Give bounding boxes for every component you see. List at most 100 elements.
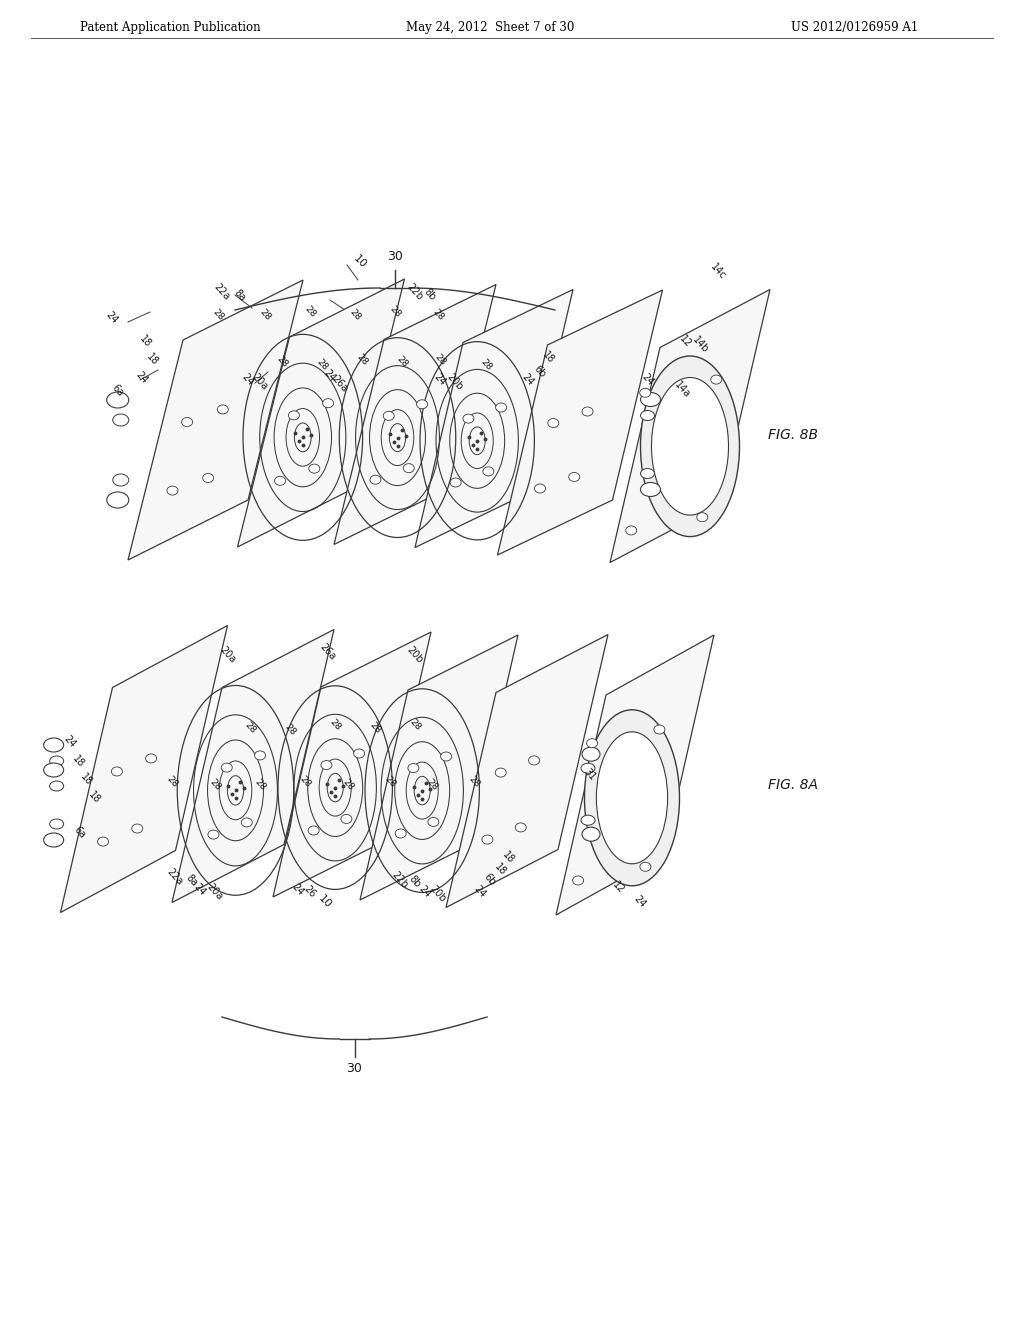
Text: 18: 18: [71, 754, 86, 770]
Ellipse shape: [568, 473, 580, 482]
Ellipse shape: [654, 725, 665, 734]
Polygon shape: [128, 280, 303, 560]
Text: 26a: 26a: [318, 642, 338, 663]
Ellipse shape: [626, 525, 637, 535]
Ellipse shape: [323, 399, 334, 408]
Ellipse shape: [221, 763, 232, 772]
Ellipse shape: [640, 862, 651, 871]
Text: 28: 28: [341, 777, 355, 792]
Text: 28: 28: [467, 775, 481, 789]
Ellipse shape: [242, 818, 252, 826]
Polygon shape: [446, 635, 608, 908]
Ellipse shape: [696, 512, 708, 521]
Text: May 24, 2012  Sheet 7 of 30: May 24, 2012 Sheet 7 of 30: [406, 21, 574, 33]
Text: 14a: 14a: [672, 380, 692, 400]
Text: 28: 28: [208, 777, 222, 792]
Ellipse shape: [274, 477, 286, 486]
Ellipse shape: [321, 760, 332, 770]
Ellipse shape: [203, 474, 214, 483]
Ellipse shape: [640, 388, 650, 397]
Ellipse shape: [370, 475, 381, 484]
Text: 28: 28: [425, 777, 439, 792]
Ellipse shape: [403, 463, 415, 473]
Ellipse shape: [341, 814, 352, 824]
Ellipse shape: [208, 830, 219, 840]
Text: 28: 28: [303, 305, 317, 319]
Text: 28: 28: [298, 775, 312, 789]
Text: 30: 30: [346, 1063, 361, 1074]
Ellipse shape: [97, 837, 109, 846]
Text: 28: 28: [354, 352, 370, 367]
Text: 18: 18: [78, 772, 94, 788]
Text: 20b: 20b: [406, 644, 425, 665]
Ellipse shape: [651, 378, 728, 515]
Ellipse shape: [181, 417, 193, 426]
Text: 18: 18: [144, 352, 160, 368]
Text: 8b: 8b: [408, 874, 423, 890]
Text: 28: 28: [253, 777, 267, 792]
Ellipse shape: [395, 829, 407, 838]
Text: 6a: 6a: [111, 383, 126, 397]
Polygon shape: [610, 289, 770, 562]
Text: 8a: 8a: [232, 288, 248, 302]
Text: 28: 28: [433, 352, 447, 367]
Text: 28: 28: [388, 305, 402, 319]
Ellipse shape: [44, 833, 63, 847]
Ellipse shape: [640, 483, 660, 496]
Text: 28: 28: [165, 775, 179, 789]
Text: 20b: 20b: [428, 883, 447, 904]
Text: FIG. 8B: FIG. 8B: [768, 428, 818, 442]
Ellipse shape: [451, 478, 461, 487]
Ellipse shape: [496, 768, 506, 777]
Text: 20a: 20a: [250, 372, 270, 392]
Ellipse shape: [167, 486, 178, 495]
Text: 18: 18: [541, 350, 556, 366]
Text: 31: 31: [583, 767, 598, 783]
Ellipse shape: [49, 781, 63, 791]
Text: 24: 24: [640, 372, 655, 388]
Text: 18: 18: [493, 862, 508, 878]
Text: 24: 24: [472, 884, 487, 900]
Text: 24: 24: [290, 882, 306, 898]
Ellipse shape: [308, 826, 319, 836]
Text: 22b: 22b: [390, 870, 410, 890]
Ellipse shape: [132, 824, 142, 833]
Text: 24: 24: [104, 310, 120, 326]
Text: 8b: 8b: [422, 286, 438, 304]
Ellipse shape: [581, 763, 595, 774]
Ellipse shape: [428, 817, 439, 826]
Ellipse shape: [496, 403, 507, 412]
Ellipse shape: [289, 411, 299, 420]
Ellipse shape: [572, 876, 584, 884]
Ellipse shape: [640, 392, 660, 407]
Text: US 2012/0126959 A1: US 2012/0126959 A1: [792, 21, 919, 33]
Text: 6b: 6b: [482, 873, 498, 888]
Ellipse shape: [640, 411, 654, 421]
Polygon shape: [360, 635, 518, 900]
Text: 28: 28: [274, 355, 290, 370]
Ellipse shape: [106, 492, 129, 508]
Text: 18: 18: [137, 334, 153, 350]
Text: 8a: 8a: [184, 873, 200, 888]
Polygon shape: [415, 289, 573, 548]
Ellipse shape: [255, 751, 265, 760]
Ellipse shape: [483, 467, 494, 477]
Ellipse shape: [581, 816, 595, 825]
Text: 6a: 6a: [73, 824, 88, 840]
Ellipse shape: [582, 747, 600, 762]
Text: 10: 10: [351, 253, 369, 271]
Text: 22b: 22b: [406, 281, 425, 302]
Polygon shape: [498, 290, 663, 554]
Ellipse shape: [106, 392, 129, 408]
Text: 28: 28: [347, 308, 362, 322]
Text: 28: 28: [431, 308, 445, 322]
Ellipse shape: [417, 400, 428, 409]
Text: 14c: 14c: [709, 263, 728, 282]
Text: 22a: 22a: [212, 281, 231, 302]
Ellipse shape: [582, 828, 600, 841]
Polygon shape: [238, 279, 404, 546]
Ellipse shape: [353, 748, 365, 758]
Text: 22a: 22a: [165, 867, 185, 887]
Text: 14b: 14b: [690, 335, 710, 355]
Polygon shape: [334, 285, 496, 544]
